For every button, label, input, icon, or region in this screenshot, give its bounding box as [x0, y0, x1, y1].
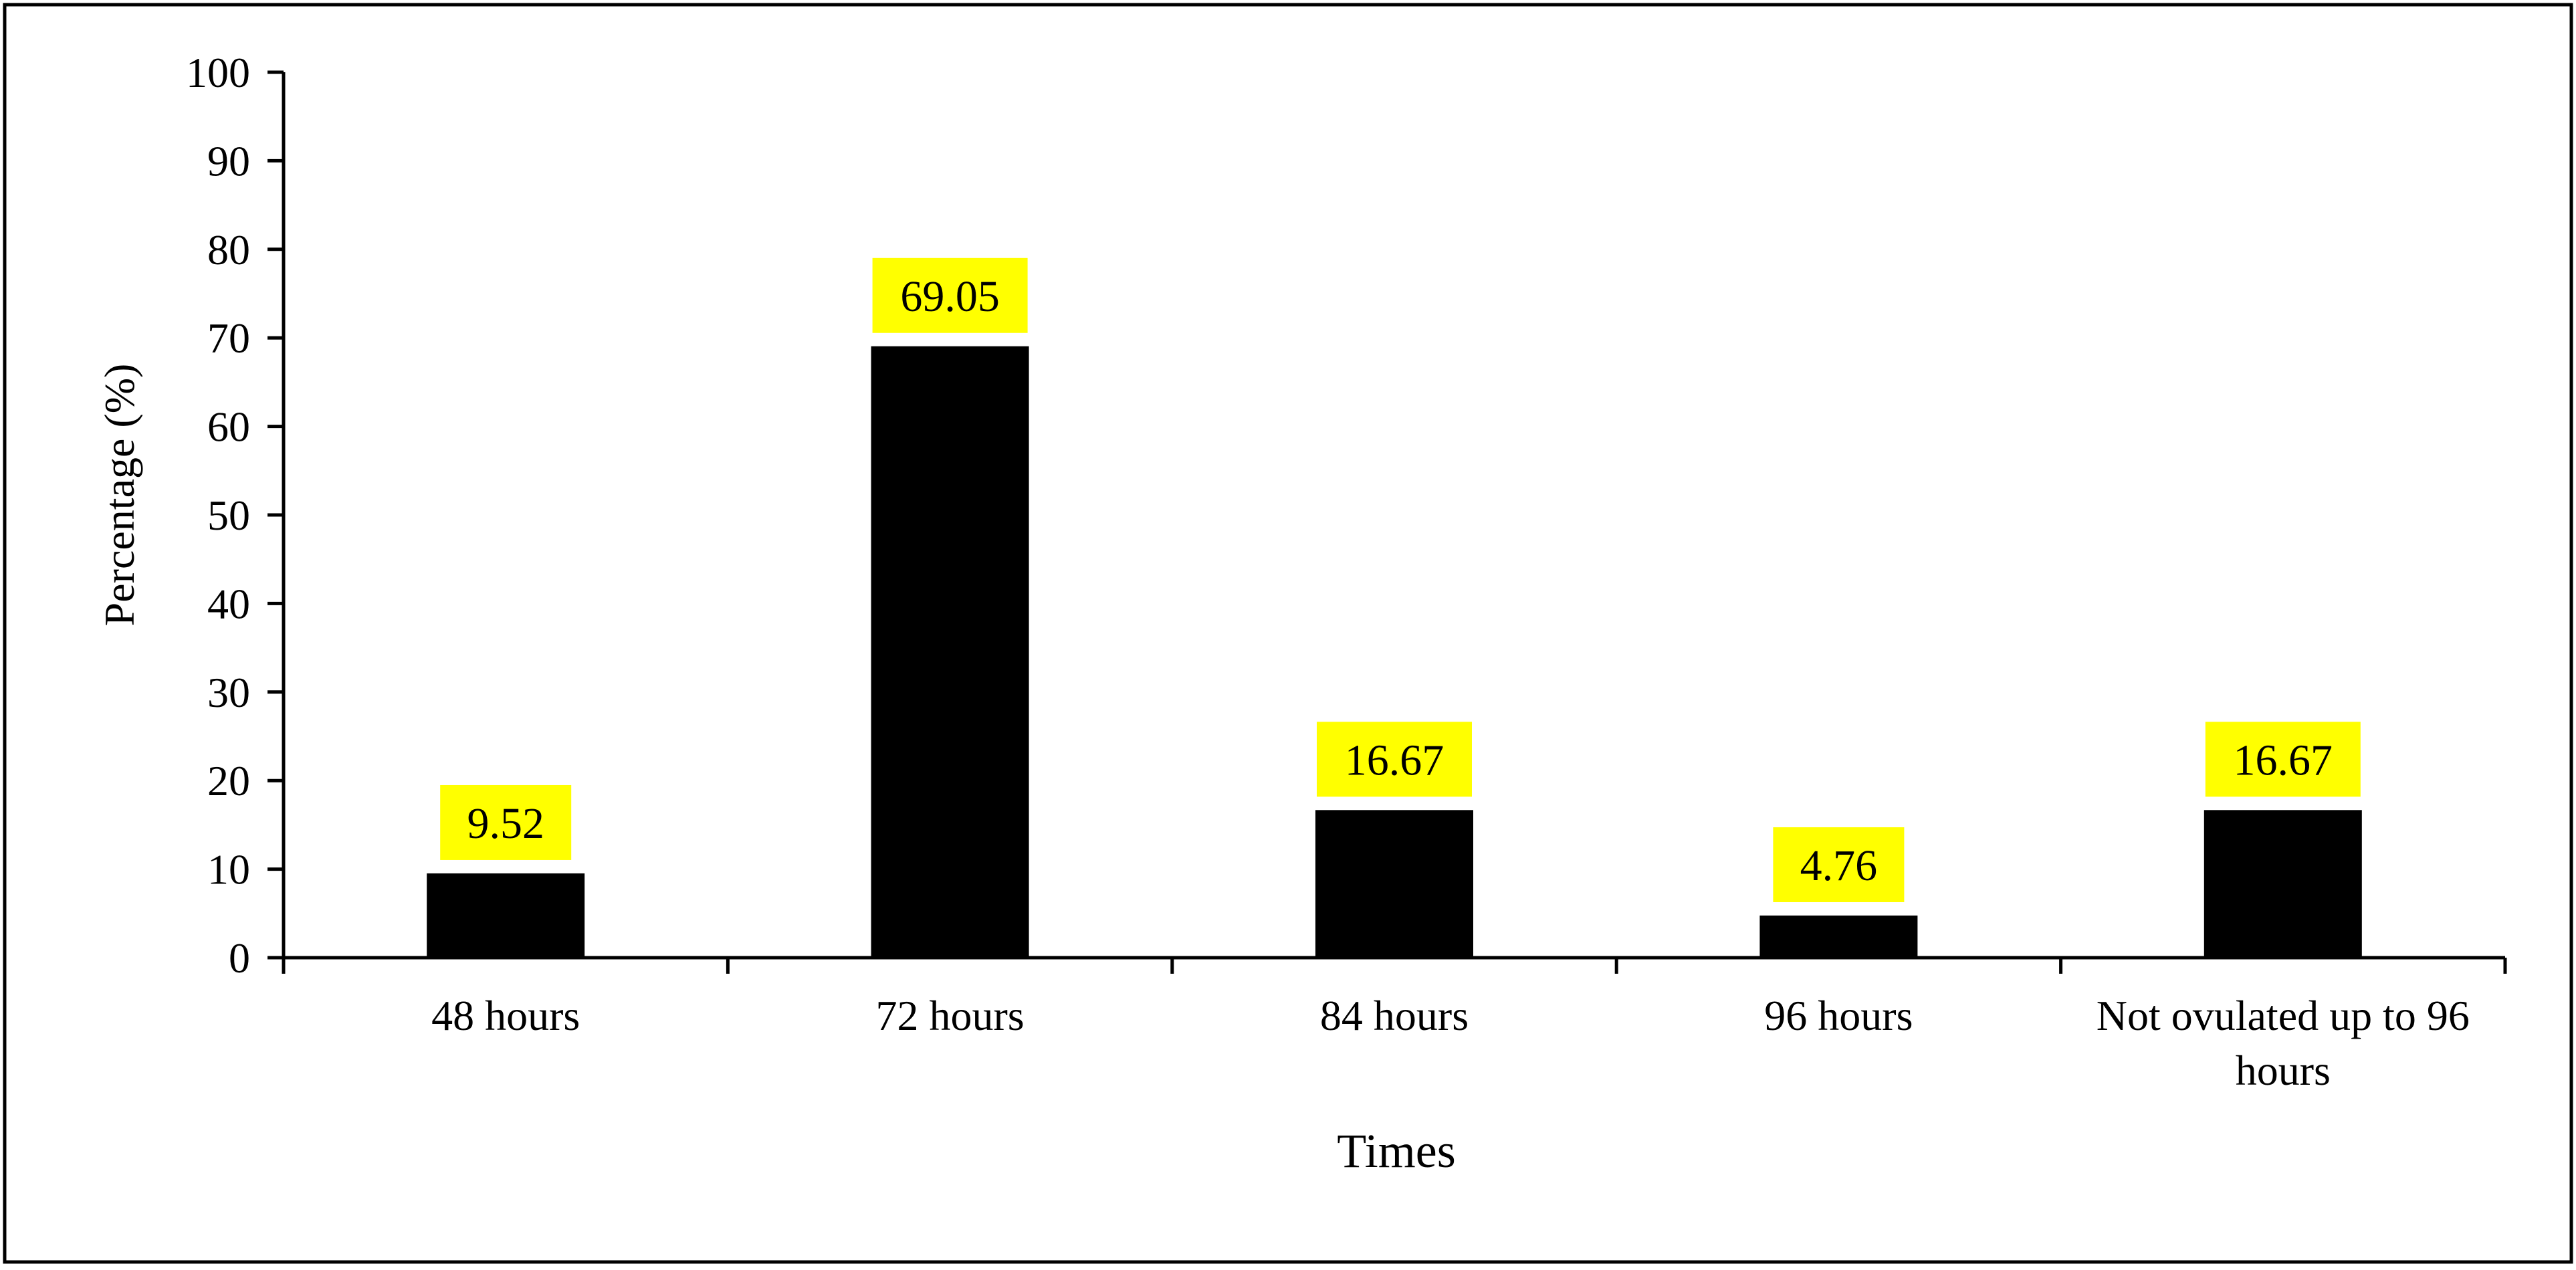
- x-axis-title: Times: [1337, 1124, 1455, 1178]
- y-tick-label: 10: [207, 846, 250, 893]
- chart-frame: [3, 3, 2573, 1264]
- data-label: 69.05: [900, 272, 1000, 321]
- y-axis-ticks: 0 10 20 30 40 50 60 70 80 90 100: [186, 49, 284, 982]
- x-tick-label: 72 hours: [875, 992, 1024, 1039]
- x-tick-label: 84 hours: [1320, 992, 1469, 1039]
- bar: [2204, 810, 2362, 958]
- bars: [427, 346, 2362, 958]
- y-tick-label: 50: [207, 492, 250, 539]
- data-label-background: [2205, 722, 2361, 797]
- x-tick-label: Not ovulated up to 96 hours: [2097, 992, 2470, 1094]
- x-tick-label: 96 hours: [1764, 992, 1913, 1039]
- data-label-background: [1317, 722, 1472, 797]
- data-label-background: [440, 784, 572, 860]
- data-label: 16.67: [2234, 736, 2333, 784]
- bar: [871, 346, 1029, 958]
- data-label-background: [1773, 827, 1905, 902]
- y-axis-title: Percentage (%): [96, 364, 143, 627]
- y-tick-label: 100: [186, 49, 250, 96]
- x-axis-ticks: [282, 958, 2507, 974]
- y-tick-label: 0: [229, 934, 250, 982]
- data-label: 4.76: [1800, 841, 1878, 890]
- y-tick-label: 20: [207, 757, 250, 805]
- y-tick-label: 30: [207, 669, 250, 716]
- data-label: 9.52: [467, 799, 544, 848]
- y-tick-label: 80: [207, 226, 250, 274]
- x-axis-tick-labels: 48 hours 72 hours 84 hours 96 hours Not ovul…: [431, 992, 2470, 1094]
- y-tick-label: 60: [207, 403, 250, 451]
- bar: [1315, 810, 1473, 958]
- y-tick-label: 90: [207, 137, 250, 185]
- x-tick-label: 48 hours: [431, 992, 580, 1039]
- bar: [1759, 915, 1918, 958]
- y-tick-label: 40: [207, 580, 250, 627]
- data-labels: 9.52 69.05 16.67 4.76 16.67: [440, 257, 2361, 902]
- bar: [427, 873, 585, 958]
- data-label: 16.67: [1345, 736, 1444, 784]
- y-tick-label: 70: [207, 314, 250, 362]
- data-label-background: [872, 257, 1028, 333]
